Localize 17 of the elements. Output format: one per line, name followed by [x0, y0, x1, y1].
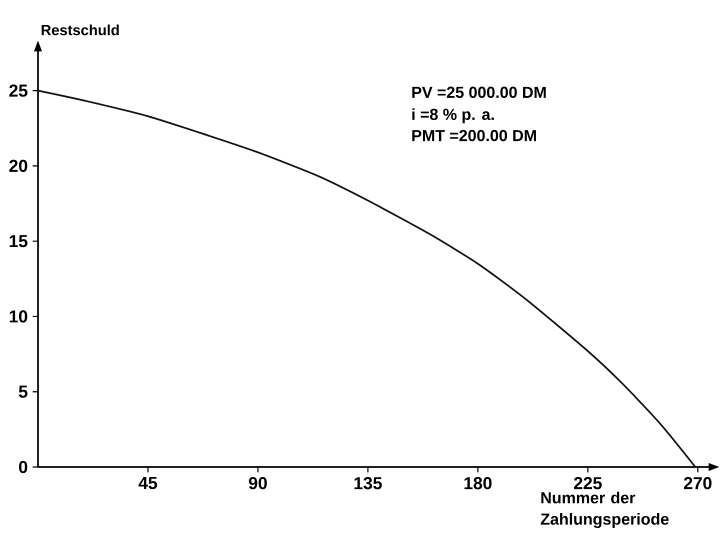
y-tick-label: 15	[10, 235, 28, 248]
x-axis-title: Nummer der Zahlungsperiode	[540, 492, 669, 528]
y-tick-label: 25	[9, 84, 28, 97]
y-tick-label: 0	[19, 460, 28, 474]
x-tick-label: 135	[354, 477, 382, 490]
annotation: PV =25 000.00 DM	[412, 86, 546, 98]
x-tick-label: 270	[684, 477, 712, 490]
y-tick-label: 10	[10, 310, 28, 323]
x-tick-label: 180	[464, 477, 492, 490]
y-tick-label: 20	[9, 160, 28, 172]
annotation: PMT =200.00 DM	[412, 130, 536, 142]
y-axis-title: Restschuld	[42, 24, 119, 36]
x-tick-label: 45	[138, 477, 158, 490]
y-tick-label: 5	[18, 386, 28, 398]
x-tick-label: 225	[574, 477, 602, 490]
x-tick-label: 90	[248, 477, 267, 490]
annotation: i =8 % p. a.	[412, 108, 494, 124]
